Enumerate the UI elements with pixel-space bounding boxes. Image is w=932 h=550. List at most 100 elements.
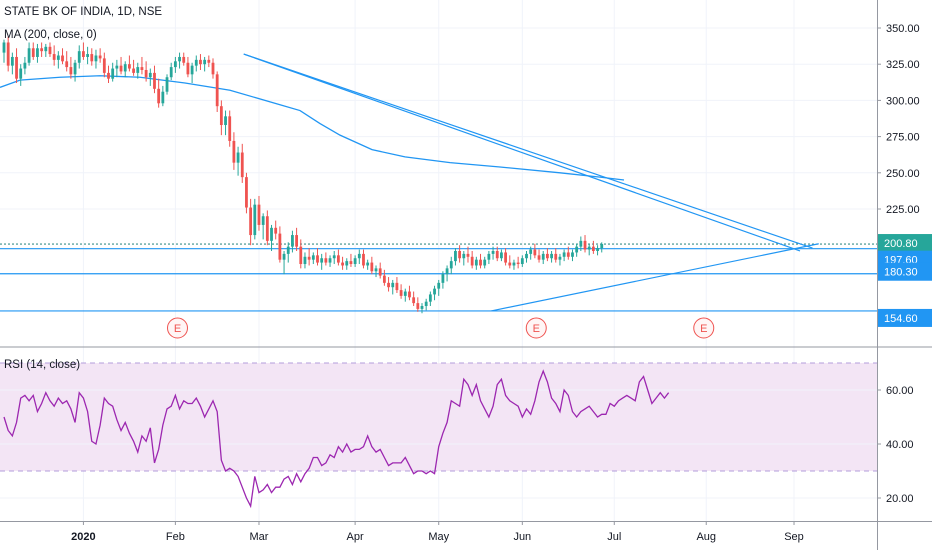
candle-body: [194, 59, 198, 66]
candle: [337, 249, 340, 266]
time-tick-label: Mar: [250, 531, 269, 543]
candle: [470, 250, 474, 269]
candle: [311, 252, 315, 265]
candle: [44, 43, 48, 57]
candle: [31, 42, 35, 60]
candle-body: [500, 252, 503, 259]
candle: [257, 195, 261, 231]
candle-body: [36, 48, 39, 57]
time-tick-label: Feb: [166, 531, 185, 543]
candle-body: [303, 256, 307, 265]
candle-body: [199, 59, 202, 65]
candle: [157, 78, 161, 108]
trendline[interactable]: [243, 53, 813, 249]
candle-body: [19, 68, 23, 79]
candle-body: [140, 67, 144, 70]
candle-body: [90, 54, 94, 62]
candle-body: [253, 204, 257, 236]
candle: [382, 269, 386, 286]
candle-body: [282, 253, 286, 260]
earnings-event-marker[interactable]: E: [167, 317, 188, 339]
ma200-line[interactable]: [0, 75, 625, 181]
candle: [111, 62, 115, 82]
event-letter: E: [533, 323, 540, 335]
candle-body: [123, 64, 127, 72]
candle: [591, 240, 595, 254]
candle: [479, 253, 482, 269]
rsi-line[interactable]: [3, 369, 670, 509]
candle: [224, 110, 227, 136]
candle: [153, 65, 156, 94]
candle-body: [291, 235, 294, 247]
candle: [236, 146, 240, 176]
candle-body: [479, 259, 482, 266]
candle: [73, 59, 77, 82]
candle: [94, 49, 98, 69]
candle: [107, 65, 110, 84]
candle: [190, 62, 194, 84]
rsi-axis[interactable]: 60.00 40.00 20.00: [877, 385, 914, 505]
candle-body: [462, 253, 466, 259]
candle: [420, 303, 424, 314]
trendline[interactable]: [243, 53, 801, 252]
trendline[interactable]: [491, 243, 819, 312]
candle-body: [27, 48, 31, 63]
candle-body: [483, 259, 487, 266]
candle: [207, 55, 211, 68]
ma-legend[interactable]: MA (200, close, 0): [4, 29, 97, 41]
price-tag-l2: 180.30: [878, 262, 932, 281]
candle-body: [337, 255, 340, 263]
candle-body: [278, 233, 282, 260]
candle-body: [550, 253, 553, 259]
candle-body: [44, 46, 48, 52]
price-axis[interactable]: 350.00 325.00 300.00 275.00 250.00 225.00: [877, 23, 920, 216]
rsi-tick-label: 40.00: [886, 439, 914, 451]
candle: [219, 100, 223, 136]
candle: [56, 51, 60, 69]
price-tick-label: 250.00: [886, 168, 920, 180]
time-axis[interactable]: 2020 Feb Mar Apr May Jun Jul Aug Sep: [71, 521, 804, 543]
candle-body: [15, 56, 18, 79]
horizontal-levels: [0, 243, 877, 312]
time-tick-label: 2020: [71, 531, 95, 543]
price-tick-label: 275.00: [886, 132, 920, 144]
candle: [136, 62, 140, 79]
candle: [428, 291, 432, 307]
candle-body: [40, 48, 44, 52]
candle: [328, 255, 332, 267]
candle-body: [366, 262, 370, 266]
candle-body: [391, 282, 395, 288]
earnings-event-marker[interactable]: E: [693, 317, 715, 339]
candle-body: [458, 250, 462, 259]
symbol-title[interactable]: STATE BK OF INDIA, 1D, NSE: [4, 6, 162, 18]
candle: [374, 265, 378, 278]
earnings-event-marker[interactable]: E: [525, 317, 547, 339]
candle: [123, 61, 127, 78]
candle: [199, 54, 202, 70]
rsi-band: [0, 362, 877, 499]
candle-body: [324, 258, 328, 263]
candle-body: [86, 54, 89, 57]
candle: [299, 239, 303, 269]
candle-body: [6, 42, 10, 66]
candle-body: [316, 255, 319, 263]
candle-body: [537, 255, 541, 260]
candle: [466, 246, 470, 263]
candle-body: [144, 69, 148, 78]
candle: [487, 250, 491, 265]
candle: [378, 262, 382, 279]
candle: [282, 250, 286, 275]
candle: [504, 248, 507, 266]
candle: [10, 52, 14, 75]
candle-body: [73, 62, 77, 75]
candle-body: [228, 116, 232, 141]
candle: [232, 132, 236, 170]
rsi-legend[interactable]: RSI (14, close): [4, 359, 80, 371]
candle: [178, 52, 181, 69]
candle-body: [374, 268, 378, 272]
candle-body: [111, 68, 115, 79]
candle-body: [173, 61, 177, 68]
candle-body: [207, 59, 211, 63]
